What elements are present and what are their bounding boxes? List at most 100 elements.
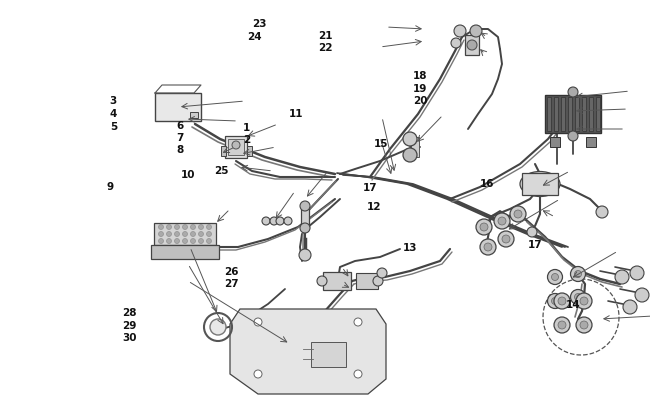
Bar — [311, 342, 346, 367]
Circle shape — [494, 213, 510, 230]
Circle shape — [635, 288, 649, 302]
Bar — [225, 136, 247, 159]
Bar — [575, 98, 579, 132]
Circle shape — [207, 225, 211, 230]
Text: 12: 12 — [367, 202, 382, 211]
Circle shape — [183, 225, 187, 230]
Text: 29: 29 — [122, 320, 136, 330]
Circle shape — [198, 232, 203, 237]
Circle shape — [377, 269, 387, 278]
Polygon shape — [230, 309, 386, 394]
Circle shape — [623, 300, 637, 314]
Circle shape — [571, 267, 586, 282]
Ellipse shape — [520, 172, 560, 197]
Circle shape — [354, 370, 362, 378]
Circle shape — [551, 298, 558, 305]
Bar — [596, 98, 600, 132]
Circle shape — [190, 232, 196, 237]
Text: 2: 2 — [243, 135, 250, 145]
Circle shape — [159, 225, 164, 230]
Bar — [228, 140, 244, 156]
Text: 11: 11 — [289, 109, 304, 119]
Circle shape — [317, 276, 327, 286]
Circle shape — [498, 231, 514, 247]
Text: 22: 22 — [318, 43, 333, 53]
Bar — [554, 98, 558, 132]
Circle shape — [174, 225, 179, 230]
Circle shape — [510, 207, 526, 222]
Circle shape — [373, 276, 383, 286]
Text: 7: 7 — [176, 133, 183, 143]
Text: 10: 10 — [181, 170, 195, 180]
Circle shape — [580, 297, 588, 305]
Circle shape — [403, 149, 417, 162]
Bar — [154, 224, 216, 245]
Circle shape — [568, 88, 578, 98]
Text: 4: 4 — [110, 109, 117, 119]
Circle shape — [571, 290, 586, 305]
Circle shape — [527, 228, 537, 237]
Bar — [547, 98, 551, 132]
Circle shape — [166, 232, 172, 237]
Text: 30: 30 — [122, 332, 136, 342]
Circle shape — [174, 232, 179, 237]
Circle shape — [451, 39, 461, 49]
Circle shape — [480, 239, 496, 256]
Text: 13: 13 — [403, 242, 417, 252]
Circle shape — [554, 317, 570, 333]
Circle shape — [198, 239, 203, 244]
Circle shape — [159, 239, 164, 244]
Circle shape — [207, 232, 211, 237]
Circle shape — [576, 293, 592, 309]
Circle shape — [300, 202, 310, 211]
Circle shape — [498, 217, 506, 226]
Circle shape — [174, 239, 179, 244]
Text: 28: 28 — [122, 308, 136, 318]
Text: 17: 17 — [363, 182, 377, 192]
Circle shape — [547, 294, 562, 309]
Circle shape — [630, 266, 644, 280]
Bar — [356, 273, 378, 289]
Circle shape — [470, 26, 482, 38]
Text: 16: 16 — [480, 178, 494, 188]
Circle shape — [254, 370, 262, 378]
Circle shape — [547, 270, 562, 285]
Circle shape — [166, 225, 172, 230]
Bar — [589, 98, 593, 132]
Circle shape — [467, 41, 477, 51]
Bar — [561, 98, 565, 132]
Circle shape — [354, 318, 362, 326]
Circle shape — [575, 271, 582, 278]
Circle shape — [254, 318, 262, 326]
Text: 8: 8 — [176, 145, 183, 155]
Circle shape — [576, 317, 592, 333]
Bar — [586, 138, 596, 148]
Text: 24: 24 — [247, 32, 261, 42]
Text: 21: 21 — [318, 31, 333, 40]
Text: 17: 17 — [528, 239, 542, 249]
Text: 27: 27 — [224, 279, 239, 288]
Circle shape — [198, 225, 203, 230]
Circle shape — [554, 293, 570, 309]
Circle shape — [403, 133, 417, 147]
Bar — [190, 113, 198, 119]
Circle shape — [484, 243, 492, 252]
Text: 19: 19 — [413, 83, 427, 93]
Bar — [301, 207, 309, 228]
Bar — [568, 98, 572, 132]
Text: 20: 20 — [413, 96, 427, 105]
Circle shape — [454, 26, 466, 38]
Text: 3: 3 — [110, 96, 117, 106]
Bar — [151, 245, 219, 259]
Circle shape — [276, 217, 284, 226]
Bar — [582, 98, 586, 132]
Circle shape — [270, 217, 278, 226]
Circle shape — [284, 217, 292, 226]
Circle shape — [190, 239, 196, 244]
Bar — [246, 147, 252, 157]
Circle shape — [262, 217, 270, 226]
Text: 23: 23 — [252, 19, 266, 29]
Text: 18: 18 — [413, 71, 427, 81]
Circle shape — [558, 321, 566, 329]
Text: 9: 9 — [107, 181, 114, 191]
